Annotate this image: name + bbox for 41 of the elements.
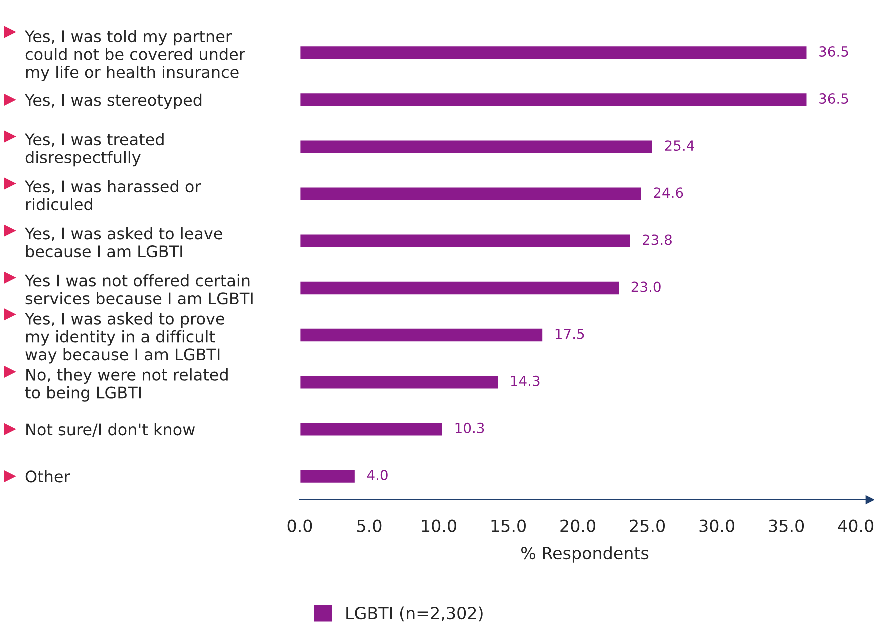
y-tick-label: Yes I was not offered certain services because I am LGBTI bbox=[24, 274, 253, 305]
bar bbox=[300, 139, 654, 155]
y-tick-label: Yes, I was treated disrespectfully bbox=[24, 133, 164, 167]
bar bbox=[300, 92, 808, 108]
bar bbox=[300, 233, 632, 249]
x-tick-label: 15.0 bbox=[492, 520, 526, 532]
bar bbox=[300, 280, 620, 296]
x-tick-label: 20.0 bbox=[560, 520, 596, 532]
x-tick-label: 0.0 bbox=[288, 520, 312, 532]
y-tick-label: Yes, I was stereotyped bbox=[24, 94, 202, 110]
bar bbox=[300, 328, 544, 344]
bar bbox=[300, 374, 500, 390]
data-label: 36.5 bbox=[820, 94, 848, 104]
bar bbox=[300, 186, 643, 202]
y-tick-label: Yes, I was harassed or ridiculed bbox=[24, 180, 202, 211]
legend-label: LGBTI (n=2,302) bbox=[346, 606, 483, 622]
x-tick-label: 40.0 bbox=[838, 520, 874, 532]
x-tick-label: 35.0 bbox=[769, 520, 804, 532]
data-label: 23.8 bbox=[643, 234, 672, 246]
y-tick-label: Not sure/I don't know bbox=[26, 423, 196, 437]
bar bbox=[300, 468, 356, 484]
data-label: 24.6 bbox=[654, 188, 684, 198]
x-tick-label: 5.0 bbox=[358, 520, 382, 532]
data-label: 23.0 bbox=[632, 282, 661, 292]
y-tick-label: Yes, I was told my partner could not be covered under my life or health insurance bbox=[24, 30, 246, 82]
y-tick-label: Yes, I was asked to leave because I am LGBTI bbox=[24, 227, 222, 258]
bar bbox=[300, 45, 808, 61]
data-label: 17.5 bbox=[556, 329, 584, 340]
bar bbox=[300, 422, 444, 438]
data-label: 4.0 bbox=[367, 470, 388, 480]
x-tick-label: 10.0 bbox=[422, 520, 456, 532]
data-label: 14.3 bbox=[511, 376, 540, 386]
y-tick-label: Yes, I was asked to prove my identity in a difficult way because I am LGBTI bbox=[24, 312, 224, 364]
data-label: 36.5 bbox=[820, 46, 848, 57]
x-tick-label: 25.0 bbox=[630, 520, 666, 532]
data-label: 25.4 bbox=[665, 140, 694, 152]
y-tick-label: Other bbox=[26, 470, 70, 483]
y-tick-label: No, they were not related to being LGBTI bbox=[25, 368, 228, 402]
data-label: 10.3 bbox=[456, 422, 484, 434]
x-tick-label: 30.0 bbox=[700, 520, 735, 532]
x-axis-title: % Respondents bbox=[521, 546, 649, 563]
